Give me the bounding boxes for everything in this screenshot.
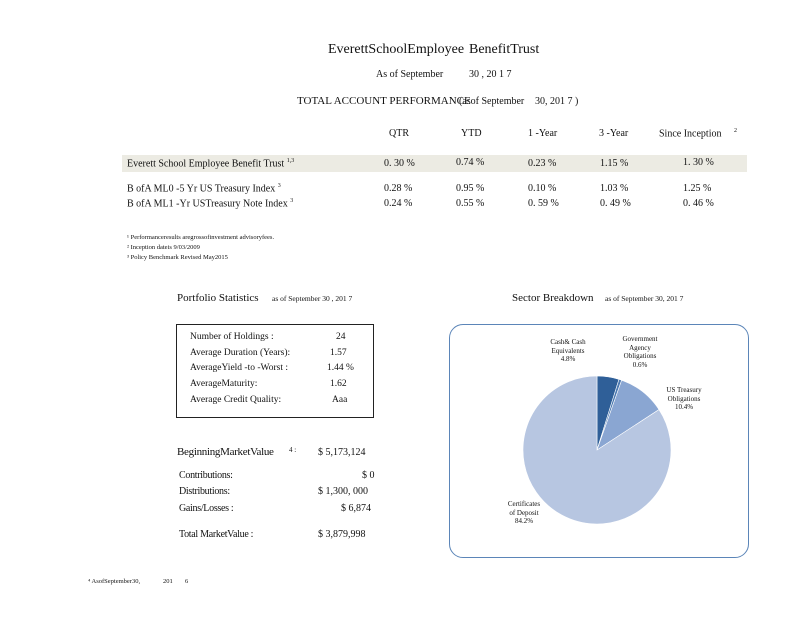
col-since-inception: Since Inception 2 [659, 128, 737, 140]
section-title: TOTAL ACCOUNT PERFORMANCE [297, 95, 471, 107]
stat-value: 1.57 [330, 348, 347, 358]
beginning-market-value: $ 5,173,124 [318, 447, 366, 458]
table-cell: 0.74 % [456, 157, 485, 168]
total-market-value-label: Total MarketValue : [179, 529, 254, 540]
mv-item-label: Contributions: [179, 470, 233, 481]
mv-item-value: $ 1,300, 000 [318, 486, 368, 497]
mv-item-label: Gains/Losses : [179, 503, 234, 514]
portfolio-stats-box: Number of Holdings : 24 Average Duration… [176, 324, 374, 418]
table-cell: 0.24 % [384, 198, 413, 209]
mv-item-value: $ 6,874 [341, 503, 371, 514]
table-cell: 0.55 % [456, 198, 485, 209]
bottom-note: ⁴ AsofSeptember30, [88, 578, 141, 585]
bottom-note-year: 201 [163, 578, 173, 585]
table-row-label: B ofA ML0 -5 Yr US Treasury Index 3 [127, 183, 281, 195]
pie-label-government: Government Agency Obligations 0.6% [622, 335, 658, 369]
stat-value: 1.44 % [327, 363, 354, 373]
sector-asof: as of September 30, 201 7 [605, 294, 684, 303]
pie-label-cash: Cash& Cash Equivalents 4.8% [550, 338, 586, 363]
stat-value: Aaa [332, 395, 348, 405]
stat-label: AverageMaturity: [190, 379, 258, 389]
mv-item-value: $ 0 [362, 470, 375, 481]
portfolio-title: Portfolio Statistics [177, 292, 259, 304]
stat-label: AverageYield -to -Worst : [190, 363, 288, 373]
col-qtr: QTR [389, 128, 409, 139]
table-cell: 0.10 % [528, 183, 557, 194]
table-row-label: Everett School Employee Benefit Trust 1,… [127, 158, 295, 170]
portfolio-asof: as of September 30 , 201 7 [272, 294, 353, 303]
mv-item-label: Distributions: [179, 486, 230, 497]
section-asof: (asof September [459, 96, 525, 107]
footnote-2: ² Inception dateis 9/03/2009 [127, 244, 200, 251]
table-cell: 0. 59 % [528, 198, 559, 209]
stat-label: Average Duration (Years): [190, 348, 291, 358]
table-row-label: B ofA ML1 -Yr USTreasury Note Index 3 [127, 198, 294, 210]
beginning-market-value-label: BeginningMarketValue [177, 446, 274, 458]
pie-label-cd: Certificates of Deposit 84.2% [507, 500, 541, 525]
table-cell: 0.95 % [456, 183, 485, 194]
table-cell: 0.23 % [528, 158, 557, 169]
section-asof-date: 30, 201 7 ) [535, 96, 579, 107]
stat-value: 24 [336, 332, 346, 342]
pie-label-treasury: US Treasury Obligations 10.4% [666, 386, 702, 411]
table-cell: 0. 49 % [600, 198, 631, 209]
table-cell: 1.15 % [600, 158, 629, 169]
table-cell: 0. 46 % [683, 198, 714, 209]
sector-chart-box [449, 324, 749, 558]
footnote-3: ³ Policy Benchmark Revised May2015 [127, 254, 228, 261]
col-3year: 3 -Year [599, 128, 629, 139]
table-cell: 0. 30 % [384, 158, 415, 169]
pie-slice-cd [522, 375, 672, 525]
title-right: BenefitTrust [469, 42, 540, 57]
sector-title: Sector Breakdown [512, 292, 594, 304]
title-left: EverettSchoolEmployee [328, 42, 465, 57]
table-cell: 0.28 % [384, 183, 413, 194]
stat-label: Number of Holdings : [190, 332, 274, 342]
table-cell: 1.03 % [600, 183, 629, 194]
table-cell: 1. 30 % [683, 157, 714, 168]
col-1year: 1 -Year [528, 128, 558, 139]
table-cell: 1.25 % [683, 183, 712, 194]
as-of-label: As of September [376, 69, 444, 80]
stat-label: Average Credit Quality: [190, 395, 282, 405]
stat-value: 1.62 [330, 379, 347, 389]
highlight-row-band [122, 155, 747, 172]
total-market-value: $ 3,879,998 [318, 529, 366, 540]
col-ytd: YTD [461, 128, 482, 139]
bottom-note-day: 6 [185, 578, 189, 585]
beginning-market-value-sup: 4 : [289, 446, 297, 454]
as-of-date: 30 , 20 1 7 [469, 69, 512, 80]
footnote-1: ¹ Performanceresults aregrossofinvestmen… [127, 234, 275, 241]
